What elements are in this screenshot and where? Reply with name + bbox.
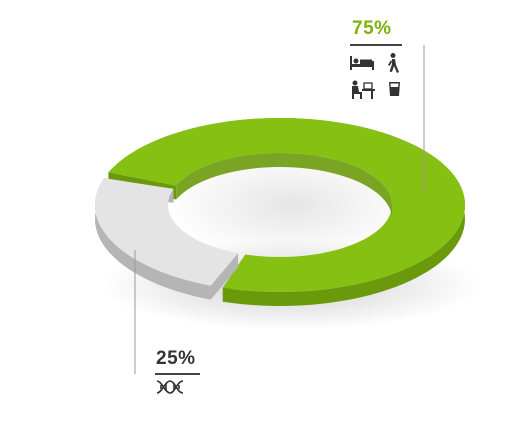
walking-person-icon bbox=[388, 53, 399, 73]
dna-icon bbox=[156, 380, 184, 394]
slice-top-face bbox=[108, 118, 465, 292]
slice-outer-wall bbox=[95, 178, 211, 300]
slice-label-75: 75% bbox=[352, 18, 392, 39]
slice-inner-wall bbox=[176, 153, 392, 219]
slice-label-25: 25% bbox=[156, 348, 196, 369]
slice-end-cap bbox=[210, 253, 239, 300]
slice-25 bbox=[95, 178, 239, 300]
slice-top-face bbox=[95, 178, 239, 286]
person-at-desk-icon bbox=[352, 80, 375, 99]
hole-shadow bbox=[175, 165, 405, 265]
glass-of-water-icon bbox=[389, 82, 400, 96]
bed-icon bbox=[350, 56, 374, 70]
